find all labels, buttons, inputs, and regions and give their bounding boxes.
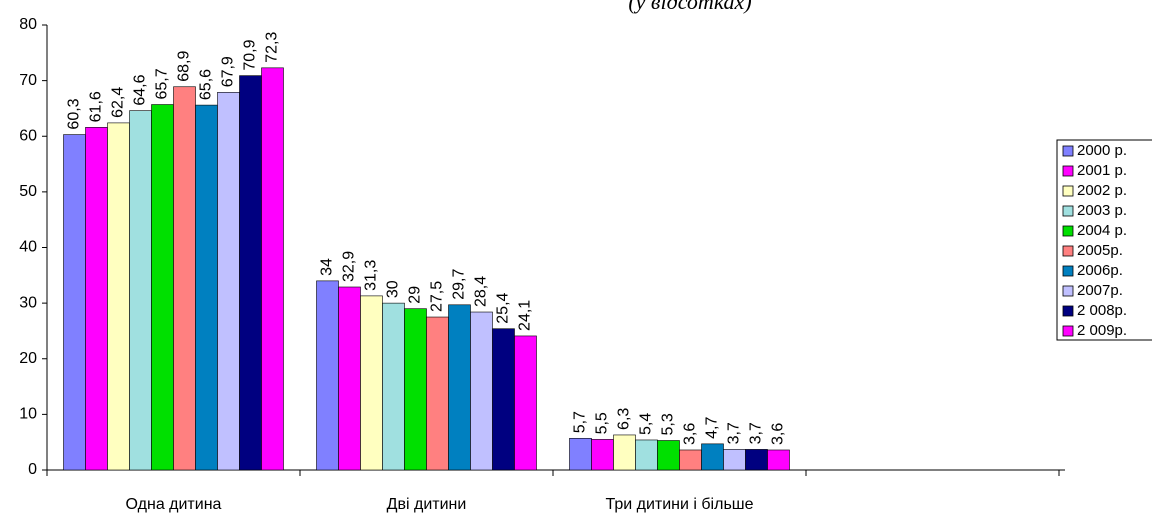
value-label: 34 xyxy=(319,258,336,276)
bar xyxy=(679,449,702,471)
value-label: 72,3 xyxy=(264,32,281,63)
legend-swatch xyxy=(1062,325,1074,337)
bar xyxy=(63,134,86,471)
value-label: 27,5 xyxy=(429,281,446,312)
legend-swatch xyxy=(1062,145,1074,157)
legend-label: 2 008р. xyxy=(1077,302,1127,319)
value-label: 5,5 xyxy=(594,412,611,434)
bar xyxy=(217,92,240,471)
bar xyxy=(635,439,658,471)
value-label: 65,7 xyxy=(154,68,171,99)
y-tick-label: 40 xyxy=(19,239,37,256)
value-label: 4,7 xyxy=(704,417,721,439)
legend-label: 2004 р. xyxy=(1077,222,1127,239)
value-label: 31,3 xyxy=(363,260,380,291)
x-tick-label: Три дитини і більше xyxy=(605,496,753,513)
bar xyxy=(591,439,614,471)
bar xyxy=(360,295,383,471)
legend-label: 2002 р. xyxy=(1077,182,1127,199)
value-label: 29 xyxy=(407,286,424,304)
value-label: 32,9 xyxy=(341,251,358,282)
legend-swatch xyxy=(1062,165,1074,177)
value-label: 67,9 xyxy=(220,56,237,87)
y-tick-label: 80 xyxy=(19,16,37,33)
bar xyxy=(382,302,405,471)
value-label: 24,1 xyxy=(517,300,534,331)
legend-label: 2003 р. xyxy=(1077,202,1127,219)
legend-swatch xyxy=(1062,245,1074,257)
bar xyxy=(261,67,284,471)
y-tick-label: 60 xyxy=(19,127,37,144)
value-label: 5,7 xyxy=(572,411,589,433)
value-label: 61,6 xyxy=(88,91,105,122)
value-label: 62,4 xyxy=(110,87,127,118)
legend-label: 2000 р. xyxy=(1077,142,1127,159)
y-tick-label: 20 xyxy=(19,350,37,367)
bar xyxy=(404,308,427,471)
bar xyxy=(195,104,218,471)
legend-swatch xyxy=(1062,205,1074,217)
y-tick-label: 10 xyxy=(19,406,37,423)
bar xyxy=(767,449,790,471)
value-label: 28,4 xyxy=(473,276,490,307)
bar xyxy=(129,110,152,471)
y-tick-label: 30 xyxy=(19,294,37,311)
legend-label: 2 009р. xyxy=(1077,322,1127,339)
bar xyxy=(338,286,361,471)
bar xyxy=(85,127,108,471)
bar xyxy=(173,86,196,471)
bar xyxy=(426,316,449,471)
bar xyxy=(470,311,493,471)
value-label: 30 xyxy=(385,280,402,298)
y-tick-label: 50 xyxy=(19,183,37,200)
legend-label: 2006р. xyxy=(1077,262,1123,279)
bar xyxy=(701,443,724,471)
legend-swatch xyxy=(1062,285,1074,297)
value-label: 65,6 xyxy=(198,69,215,100)
value-label: 68,9 xyxy=(176,51,193,82)
y-tick-label: 0 xyxy=(28,461,37,478)
y-tick-label: 70 xyxy=(19,72,37,89)
bar xyxy=(316,280,339,471)
bar xyxy=(657,440,680,471)
bar xyxy=(151,104,174,471)
value-label: 60,3 xyxy=(66,98,83,129)
bar xyxy=(613,434,636,471)
bar xyxy=(448,304,471,471)
value-label: 70,9 xyxy=(242,39,259,70)
value-label: 5,3 xyxy=(660,413,677,435)
value-label: 3,6 xyxy=(682,423,699,445)
legend-swatch xyxy=(1062,265,1074,277)
bar xyxy=(107,122,130,471)
value-label: 3,7 xyxy=(726,422,743,444)
legend-label: 2001 р. xyxy=(1077,162,1127,179)
bar xyxy=(239,75,262,471)
value-label: 25,4 xyxy=(495,292,512,323)
legend-label: 2005р. xyxy=(1077,242,1123,259)
x-tick-label: Одна дитина xyxy=(126,496,222,513)
value-label: 64,6 xyxy=(132,74,149,105)
x-tick-label: Дві дитини xyxy=(387,496,467,513)
legend-swatch xyxy=(1062,185,1074,197)
value-label: 29,7 xyxy=(451,269,468,300)
bar xyxy=(492,328,515,471)
bar xyxy=(745,449,768,471)
legend-swatch xyxy=(1062,225,1074,237)
legend-swatch xyxy=(1062,305,1074,317)
chart-subtitle: (у відсотках) xyxy=(628,0,751,14)
value-label: 3,6 xyxy=(770,423,787,445)
bar xyxy=(514,335,537,471)
value-label: 6,3 xyxy=(616,408,633,430)
bar xyxy=(569,437,592,471)
bar xyxy=(723,449,746,471)
value-label: 5,4 xyxy=(638,413,655,435)
value-label: 3,7 xyxy=(748,422,765,444)
legend-label: 2007р. xyxy=(1077,282,1123,299)
